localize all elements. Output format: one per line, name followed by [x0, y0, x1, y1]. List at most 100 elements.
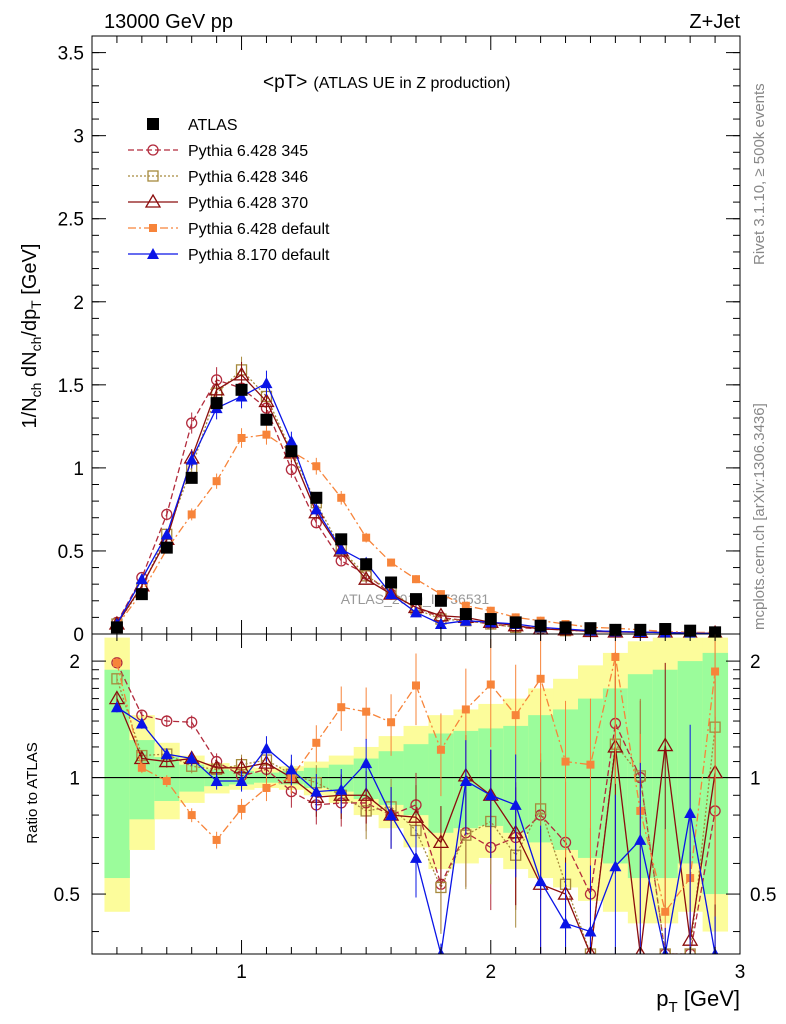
point-p8def — [135, 573, 148, 585]
point-atlas — [385, 576, 398, 589]
point-p8def — [235, 390, 248, 402]
legend-item-p370: Pythia 6.428 370 — [128, 193, 308, 212]
point-p8def — [335, 543, 348, 555]
ratio-point-p8def — [235, 774, 248, 786]
main-ylabel: 1/Nch dNch/dpT [GeV] — [19, 244, 44, 429]
ratio-point-p6def — [362, 707, 371, 716]
point-atlas — [210, 397, 223, 410]
ratio-point-p370 — [635, 945, 646, 954]
ratio-point-p6def — [162, 776, 171, 785]
point-p6def — [237, 433, 246, 442]
x-axis-label: pT [GeV] — [656, 986, 740, 1016]
x-tick-label: 2 — [485, 962, 496, 983]
point-p8def — [410, 606, 422, 618]
point-p8def — [310, 503, 323, 515]
point-p8def — [434, 618, 447, 630]
point-p370 — [358, 570, 375, 585]
ratio-y-tick-label: 0.5 — [54, 885, 80, 906]
legend: ATLAS Pythia 6.428 345 Pythia 6.428 346 Pyt… — [128, 117, 330, 264]
ratio-point-p8def — [185, 752, 198, 764]
ratio-point-p6def — [412, 681, 420, 690]
point-p370 — [258, 393, 275, 408]
series-atlas — [110, 383, 722, 639]
point-atlas — [285, 445, 298, 458]
main-title-pt: <pT> — [263, 72, 307, 93]
point-p6def — [187, 510, 196, 519]
mcplots-label: mcplots.cern.ch [arXiv:1306.3436] — [751, 403, 768, 630]
ratio-point-p8def — [559, 917, 572, 929]
ratio-point-p370 — [258, 754, 275, 769]
point-atlas — [260, 413, 273, 426]
ratio-point-p6def — [262, 783, 271, 792]
ratio-ylabel: Ratio to ATLAS — [24, 742, 41, 843]
ratio-point-p8def — [684, 806, 697, 818]
legend-marker — [144, 193, 162, 208]
point-p6def — [362, 533, 371, 542]
x-tick-label: 1 — [236, 962, 247, 983]
point-p8def — [185, 453, 198, 465]
ratio-point-p6def — [711, 667, 720, 676]
ratio-series — [108, 634, 724, 954]
ratio-point-p8def — [609, 860, 622, 872]
point-atlas — [534, 619, 547, 632]
ratio-point-p6def — [237, 804, 246, 813]
ratio-point-p346 — [534, 803, 547, 815]
point-p6def — [436, 590, 445, 599]
point-p6def — [486, 606, 495, 615]
legend-label: Pythia 6.428 346 — [188, 169, 308, 186]
ratio-point-p8def — [509, 798, 522, 810]
point-atlas — [509, 616, 522, 629]
ratio-point-p8def — [110, 701, 123, 713]
y-tick-label: 3.5 — [58, 44, 84, 65]
legend-marker — [147, 170, 159, 182]
ratio-point-p370 — [158, 753, 175, 768]
ratio-y-tick-label-right: 1 — [750, 769, 761, 790]
rivet-label: Rivet 3.1.10, ≥ 500k events — [751, 83, 768, 265]
main-subtitle: (ATLAS UE in Z production) — [313, 75, 510, 92]
point-p370 — [233, 366, 250, 381]
ratio-point-p8def — [335, 783, 348, 795]
ratio-y-tick-label: 2 — [69, 652, 80, 673]
ratio-point-p6def — [436, 745, 445, 754]
legend-label: Pythia 6.428 370 — [188, 195, 308, 212]
ratio-point-p8def — [634, 833, 647, 845]
point-atlas — [160, 541, 173, 554]
ratio-point-p6def — [661, 907, 670, 916]
main-plot: ATLAS_2019_I1736531 00.511.522.533.5 <pT… — [19, 35, 741, 646]
ratio-point-p370 — [657, 737, 674, 752]
legend-label: ATLAS — [188, 117, 238, 134]
header-left: 13000 GeV pp — [104, 11, 233, 33]
point-p6def — [337, 493, 346, 502]
ratio-point-p8def — [260, 742, 273, 754]
y-tick-label: 2.5 — [58, 210, 84, 231]
legend-label: Pythia 6.428 default — [188, 221, 330, 238]
ratio-plot: 0.5 0.5 1 1 2 2 1 2 3 Ratio to ATLAS pT [GeV] — [24, 633, 776, 1016]
legend-item-p346: Pythia 6.428 346 — [128, 169, 308, 186]
point-atlas — [185, 471, 198, 484]
ratio-point-p8def — [310, 785, 323, 797]
ratio-point-p6def — [212, 835, 221, 844]
point-p345 — [186, 417, 198, 429]
ratio-point-p8def — [385, 809, 398, 821]
ratio-point-p6def — [387, 718, 396, 727]
ratio-point-p6def — [337, 703, 346, 712]
ratio-point-p345 — [161, 715, 173, 727]
ratio-point-p6def — [536, 674, 545, 683]
y-tick-label: 2 — [73, 293, 84, 314]
point-atlas — [235, 383, 248, 396]
point-p8def — [160, 528, 173, 540]
point-p8def — [285, 435, 298, 447]
legend-marker — [147, 144, 159, 156]
point-p6def — [412, 575, 420, 584]
ratio-point-p370 — [407, 808, 425, 823]
point-p8def — [385, 588, 398, 600]
y-tick-label: 0.5 — [58, 542, 84, 563]
ratio-point-p6def — [312, 738, 321, 747]
ratio-point-p8def — [285, 763, 298, 775]
ratio-y-tick-label: 1 — [69, 769, 80, 790]
point-p6def — [387, 558, 396, 567]
ratio-point-p8def — [135, 717, 148, 729]
ratio-point-p6def — [586, 760, 595, 769]
ratio-point-p346 — [111, 673, 123, 685]
ratio-point-p8def — [534, 875, 547, 887]
